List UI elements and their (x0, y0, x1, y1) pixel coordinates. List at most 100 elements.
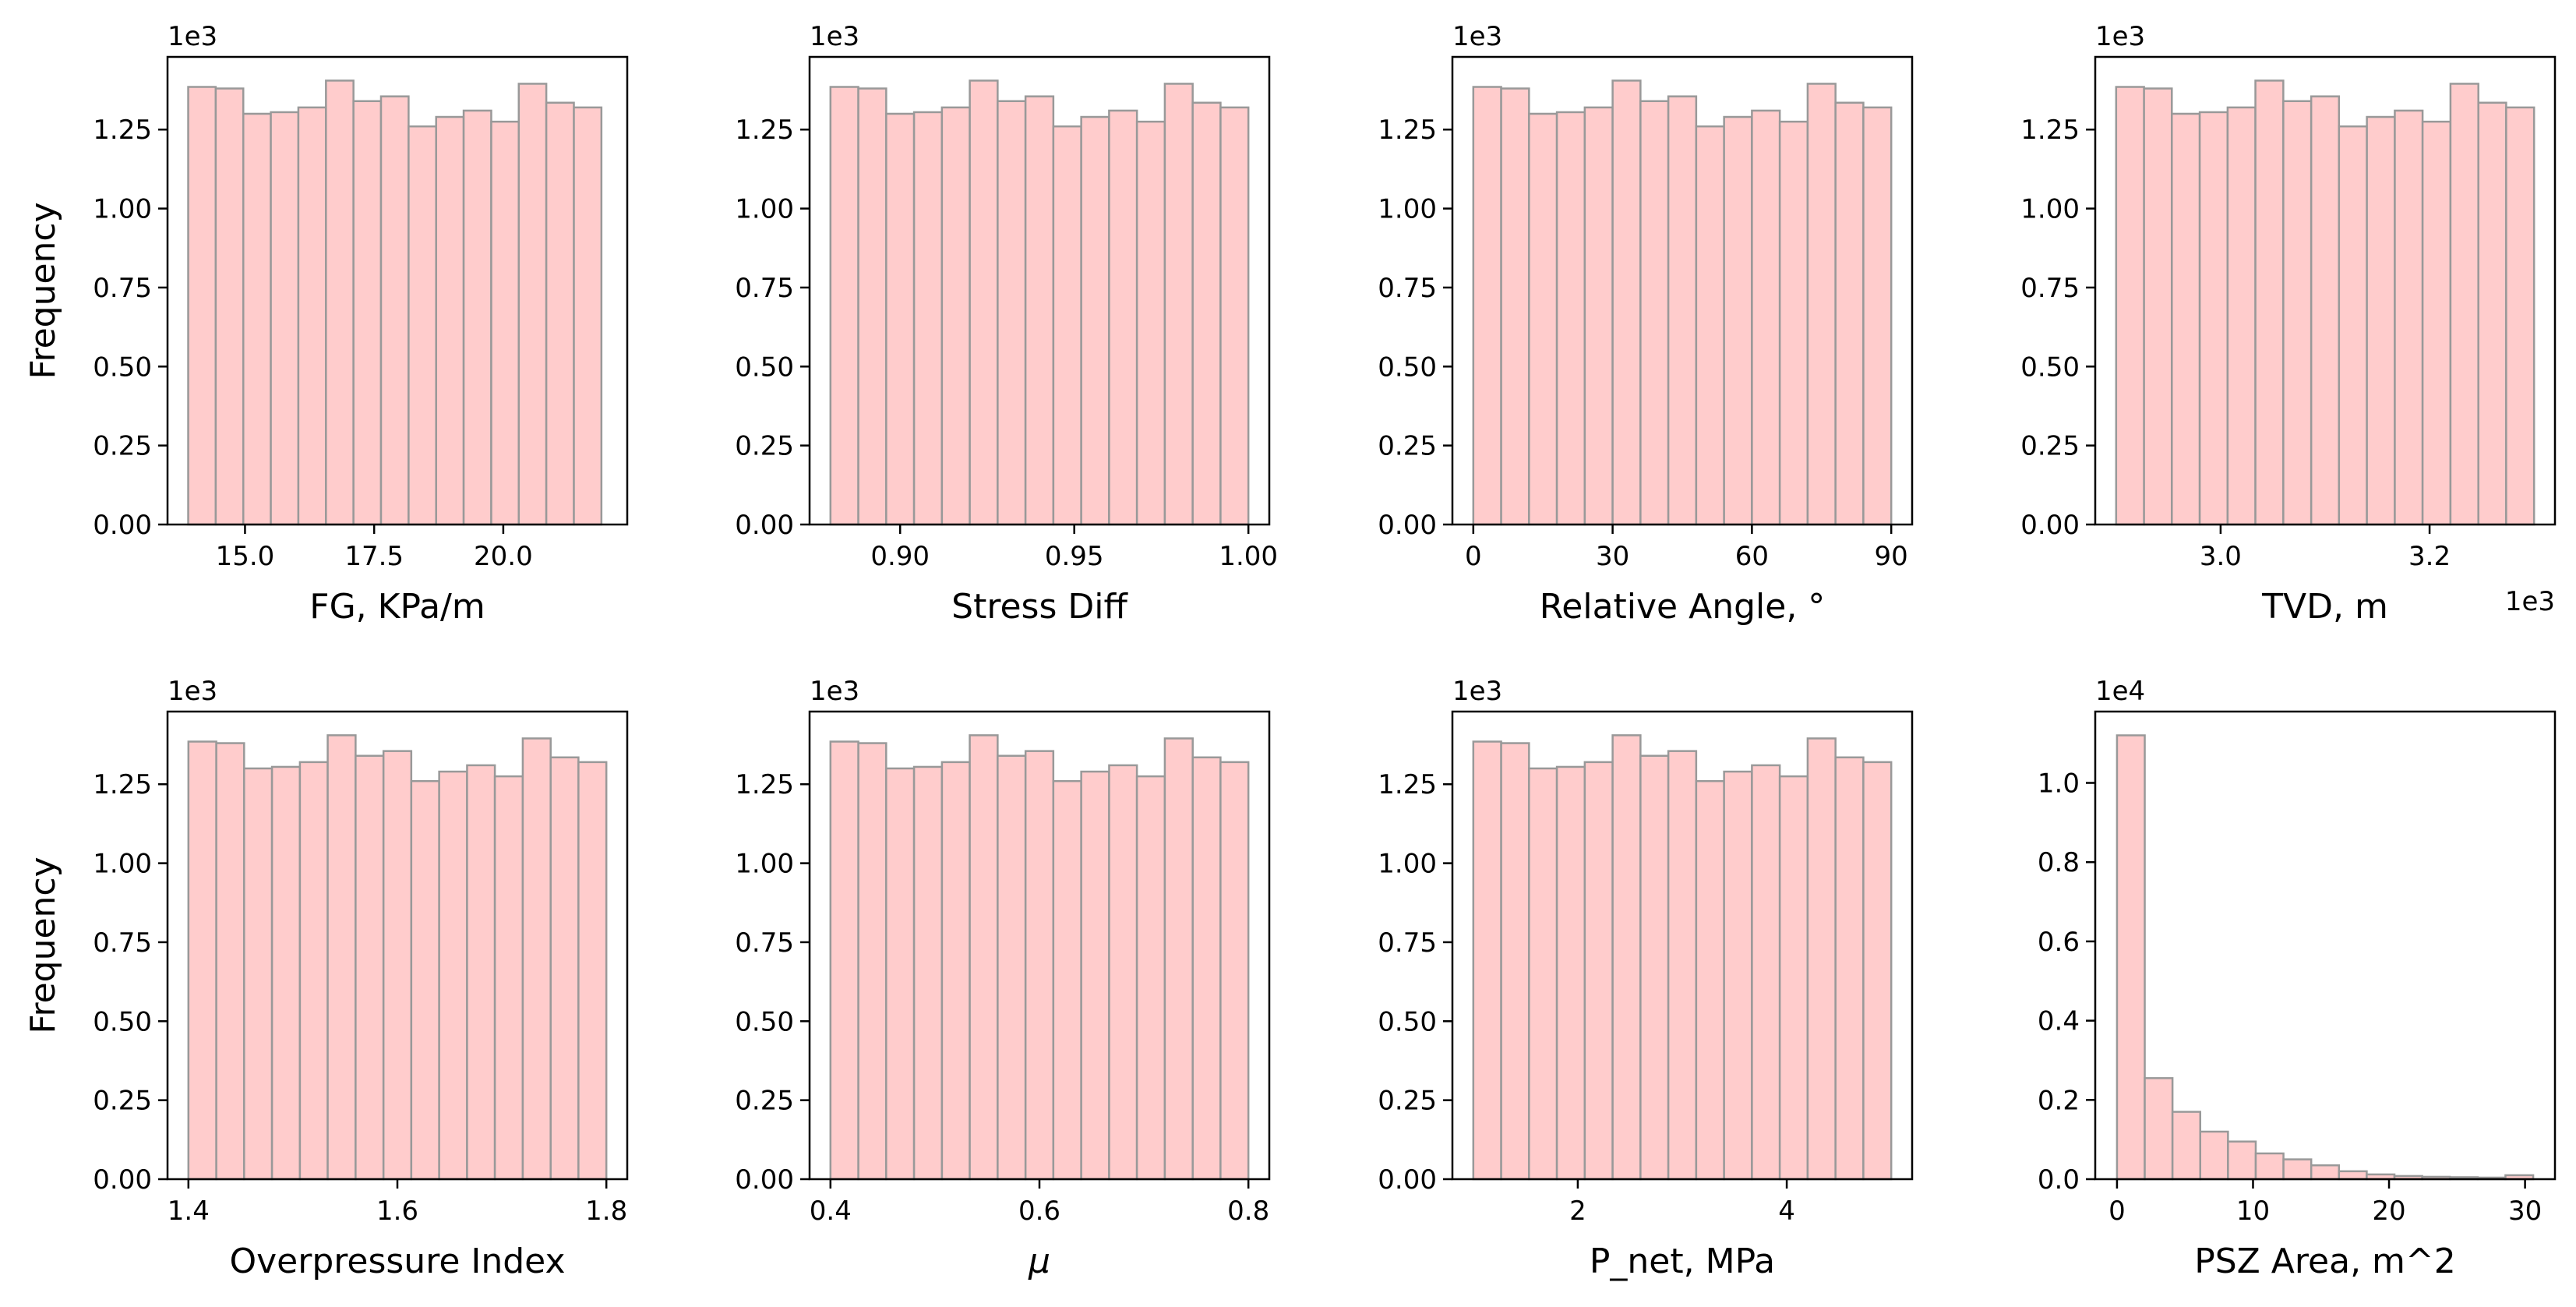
y-axis-label: Frequency (23, 202, 63, 379)
histogram-bar (857, 87, 887, 526)
histogram-bar (187, 740, 217, 1181)
histogram-bar (1080, 115, 1110, 526)
histogram-bar (2227, 1140, 2257, 1181)
y-tick-label: 0.25 (1378, 1086, 1437, 1117)
y-tick-label: 0.25 (93, 431, 152, 462)
histogram-bar (1528, 767, 1558, 1181)
histogram-bar (1191, 101, 1222, 526)
x-tick-label: 30 (1596, 541, 1629, 572)
histogram-bar (2282, 100, 2313, 526)
x-offset-label: 1e3 (2505, 586, 2555, 617)
y-tick-label: 0.50 (1378, 1006, 1437, 1037)
histogram-bar (1135, 120, 1166, 526)
y-tick-label: 1.25 (1378, 769, 1437, 800)
histogram-bar (214, 87, 245, 526)
histogram-bar (1080, 770, 1110, 1181)
y-axis-label: Frequency (23, 857, 63, 1033)
histogram-bar (1583, 761, 1614, 1181)
x-tick-label: 2 (1569, 1196, 1586, 1227)
y-offset-label: 1e3 (168, 676, 217, 707)
histogram-bar (1108, 109, 1138, 526)
histogram-bar (1862, 106, 1893, 526)
x-axis-label: Relative Angle, ° (1540, 587, 1826, 627)
y-offset-label: 1e3 (1452, 21, 1502, 52)
axes-frame (2094, 55, 2557, 526)
x-tick-label: 10 (2236, 1196, 2270, 1227)
x-tick-label: 60 (1735, 541, 1769, 572)
y-offset-label: 1e3 (1452, 676, 1502, 707)
histogram-panel-8: 0.0 0.2 0.4 0.6 0.8 1.0 0 10 20 30 1e4 PSZ Area, m^… (2038, 676, 2557, 1281)
y-offset-label: 1e3 (2095, 21, 2145, 52)
x-tick-label: 4 (1778, 1196, 1795, 1227)
histogram-bar (1024, 95, 1055, 526)
y-tick-label: 0.2 (2038, 1085, 2080, 1116)
histogram-bar (2366, 115, 2396, 526)
histogram-panel-1: 0.00 0.25 0.50 0.75 1.00 1.25 15.0 17.5 20.0 1e3 F… (23, 21, 629, 627)
histogram-bar (2338, 1170, 2368, 1181)
histogram-bar (352, 100, 383, 526)
histogram-bar (382, 750, 413, 1181)
histogram-panel-4: 0.00 0.25 0.50 0.75 1.00 1.25 3.0 3.2 1e3 1e3 TVD,… (2020, 21, 2557, 627)
histogram-bar (2338, 125, 2368, 526)
histogram-bar (2449, 83, 2479, 526)
histogram-bar (1834, 756, 1865, 1181)
histogram-bar (1472, 86, 1502, 526)
histogram-bar (1500, 742, 1530, 1181)
histogram-bar (2143, 87, 2173, 526)
histogram-bar (1778, 775, 1809, 1181)
histogram-bar (270, 765, 302, 1181)
y-tick-label: 1.25 (1378, 115, 1437, 146)
histogram-bar (969, 79, 999, 526)
histogram-bar (2254, 1152, 2285, 1181)
y-tick-label: 0.75 (93, 273, 152, 304)
histogram-bar (969, 734, 999, 1181)
histogram-bar (1667, 95, 1698, 526)
y-tick-label: 0.50 (1378, 351, 1437, 383)
histogram-bar (517, 83, 548, 526)
y-tick-label: 0.75 (1378, 273, 1437, 304)
y-tick-label: 1.25 (2020, 115, 2080, 146)
histogram-bar (829, 740, 859, 1181)
histogram-bar (1751, 109, 1781, 526)
histogram-bar (912, 111, 944, 526)
y-offset-label: 1e3 (810, 676, 859, 707)
histogram-bar (1834, 101, 1865, 526)
x-axis-label: TVD, m (2261, 587, 2388, 627)
x-axis-label: μ (1028, 1242, 1050, 1281)
y-tick-label: 1.25 (93, 769, 152, 800)
x-tick-label: 0.8 (1227, 1196, 1269, 1227)
y-tick-label: 0.25 (735, 1086, 794, 1117)
x-axis-label: PSZ Area, m^2 (2194, 1242, 2456, 1281)
histogram-bar (1219, 106, 1250, 526)
y-tick-label: 0.8 (2038, 847, 2080, 878)
histogram-bar (1723, 115, 1753, 526)
histogram-bar (1219, 761, 1250, 1181)
axes-frame (1451, 55, 1914, 526)
x-axis-label: Overpressure Index (230, 1242, 566, 1281)
x-tick-label: 0.6 (1018, 1196, 1060, 1227)
histogram-bar (2226, 106, 2257, 526)
histogram-bar (2198, 111, 2229, 526)
histogram-bar (1639, 100, 1670, 526)
y-tick-label: 0.00 (93, 1164, 152, 1196)
histogram-bar (2115, 86, 2145, 526)
x-axis-label: Stress Diff (951, 587, 1128, 627)
histogram-bar (1778, 120, 1809, 526)
y-tick-label: 0.75 (1378, 927, 1437, 959)
y-tick-label: 0.00 (735, 510, 794, 541)
histogram-bar (1555, 111, 1586, 526)
x-tick-label: 0.95 (1045, 541, 1104, 572)
histogram-bar (885, 767, 916, 1181)
y-tick-label: 0.75 (735, 927, 794, 959)
axes-frame (166, 55, 629, 526)
histogram-bar (549, 756, 580, 1181)
y-tick-label: 1.00 (93, 849, 152, 880)
histogram-bar (997, 100, 1027, 526)
x-tick-label: 90 (1875, 541, 1908, 572)
y-tick-label: 0.75 (93, 927, 152, 959)
histogram-bar (1723, 770, 1753, 1181)
histogram-bar (297, 106, 327, 526)
histogram-bar (270, 111, 300, 526)
y-tick-label: 1.0 (2038, 768, 2080, 800)
x-tick-label: 1.00 (1219, 541, 1278, 572)
